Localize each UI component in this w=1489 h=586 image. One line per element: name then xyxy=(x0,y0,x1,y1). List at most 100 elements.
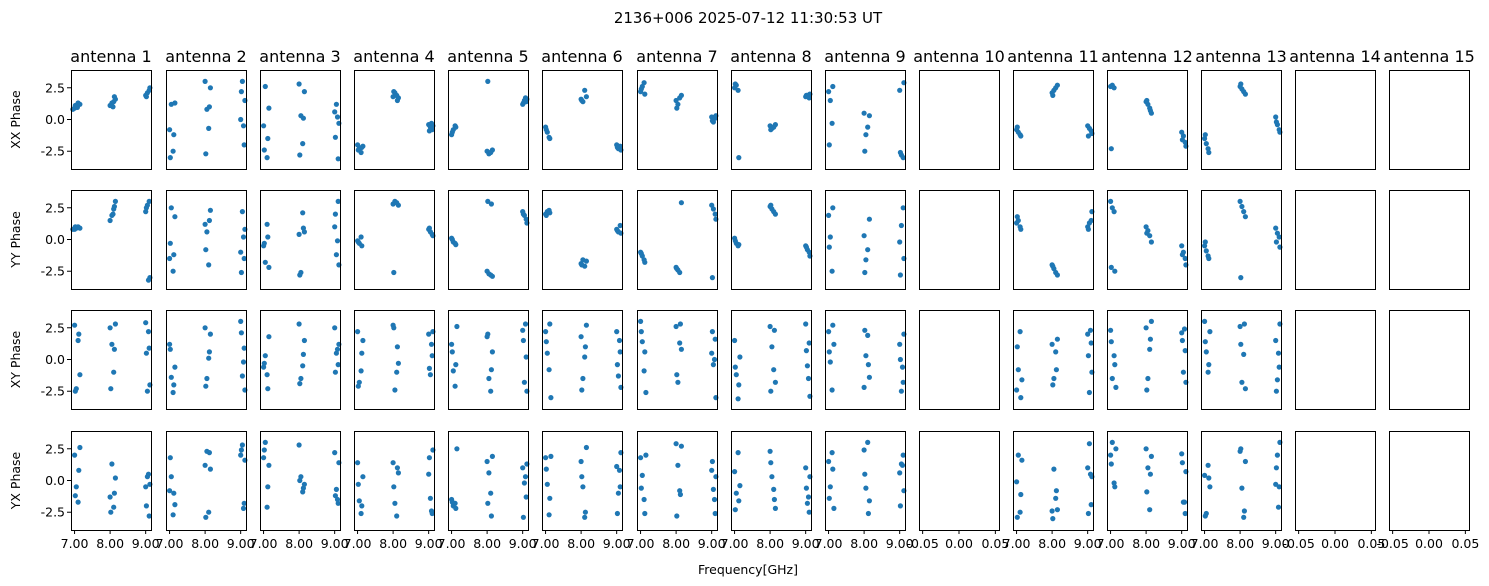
data-point xyxy=(356,498,362,504)
data-point xyxy=(831,505,837,511)
panel-frame xyxy=(919,70,1000,170)
data-point xyxy=(866,498,873,504)
data-point xyxy=(897,503,904,509)
data-point xyxy=(332,369,338,375)
data-point xyxy=(332,109,338,115)
data-point xyxy=(453,124,459,130)
data-point xyxy=(1238,275,1244,281)
panel-frame xyxy=(1201,70,1282,170)
data-point xyxy=(1050,92,1056,98)
data-point xyxy=(1144,489,1150,495)
data-point xyxy=(297,477,303,484)
panel-frame xyxy=(542,190,623,290)
data-point xyxy=(643,452,649,458)
data-point xyxy=(711,496,718,503)
data-point xyxy=(1241,209,1247,215)
data-point xyxy=(1273,239,1279,245)
panel-frame xyxy=(354,310,435,410)
data-point xyxy=(488,201,494,207)
data-point xyxy=(897,356,904,363)
subplot-panel xyxy=(1295,70,1376,170)
data-point xyxy=(548,453,554,459)
data-point xyxy=(1239,485,1245,491)
data-point xyxy=(1273,337,1279,344)
data-point xyxy=(675,379,681,385)
data-point xyxy=(1273,465,1279,471)
subplot-panel: 2.5 0.0 -2.5 7.00 8.00 9.00 xyxy=(41,431,160,551)
data-point xyxy=(1182,348,1188,354)
data-point xyxy=(1054,82,1060,88)
data-point xyxy=(261,360,267,366)
data-point xyxy=(143,484,149,490)
data-point xyxy=(767,323,773,330)
x-tick-label: 7.00 xyxy=(1191,536,1219,551)
data-point xyxy=(1202,132,1208,138)
x-tick-label: 9.00 xyxy=(415,536,443,551)
data-point xyxy=(861,110,867,116)
data-point xyxy=(900,155,906,161)
data-point xyxy=(826,458,832,465)
data-point xyxy=(1242,458,1248,465)
panel-frame xyxy=(731,310,812,410)
data-point xyxy=(332,450,338,456)
data-point xyxy=(863,257,869,263)
subplot-panel xyxy=(825,190,907,290)
x-tick-label: 8.00 xyxy=(1132,536,1160,551)
x-tick-label: 7.00 xyxy=(815,536,843,551)
data-point xyxy=(1202,513,1208,519)
data-point xyxy=(580,375,586,382)
panel-frame xyxy=(1107,70,1188,170)
panel-frame xyxy=(71,70,152,170)
data-point xyxy=(143,503,149,509)
data-point xyxy=(827,484,833,490)
x-tick-label: 8.00 xyxy=(96,536,124,551)
x-tick-label: 7.00 xyxy=(250,536,278,551)
data-point xyxy=(614,329,620,335)
data-point xyxy=(709,458,716,465)
subplot-panel: 7.00 8.00 9.00 xyxy=(250,431,349,551)
row-ylabel: YX Phase xyxy=(8,451,23,510)
data-point xyxy=(830,322,836,328)
data-point xyxy=(360,474,366,480)
data-point xyxy=(1144,387,1150,393)
data-point xyxy=(300,210,306,216)
data-point xyxy=(737,483,743,489)
data-point xyxy=(830,83,836,90)
data-point xyxy=(641,496,647,503)
data-point xyxy=(866,374,873,380)
data-point xyxy=(1108,461,1114,467)
data-point xyxy=(768,127,774,133)
data-point xyxy=(485,331,491,337)
data-point xyxy=(167,255,173,262)
data-point xyxy=(638,455,644,461)
data-point xyxy=(1015,367,1021,373)
x-tick-label: 9.00 xyxy=(886,536,914,551)
data-point xyxy=(1203,248,1209,254)
data-point xyxy=(426,455,432,461)
panel-frame xyxy=(1201,310,1282,410)
data-point xyxy=(1086,441,1092,447)
data-point xyxy=(171,252,177,258)
data-point xyxy=(709,329,716,335)
data-point xyxy=(453,362,459,368)
antenna-title: antenna 13 xyxy=(1195,47,1287,66)
panel-frame xyxy=(354,190,435,290)
y-tick-label: -2.5 xyxy=(41,144,65,159)
data-point xyxy=(395,470,401,476)
data-point xyxy=(709,275,716,281)
data-point xyxy=(77,444,83,451)
data-point xyxy=(72,452,78,458)
data-point xyxy=(206,125,212,131)
data-point xyxy=(1018,226,1024,232)
data-point xyxy=(359,350,365,356)
subplot-panel xyxy=(166,70,248,170)
data-point xyxy=(582,514,588,520)
data-point xyxy=(1108,146,1114,152)
data-point xyxy=(296,81,302,87)
data-point xyxy=(1014,514,1020,520)
data-point xyxy=(806,340,812,346)
data-point xyxy=(262,439,268,445)
y-tick-label: 0.0 xyxy=(45,112,65,127)
data-point xyxy=(390,460,396,466)
data-point xyxy=(768,388,774,394)
